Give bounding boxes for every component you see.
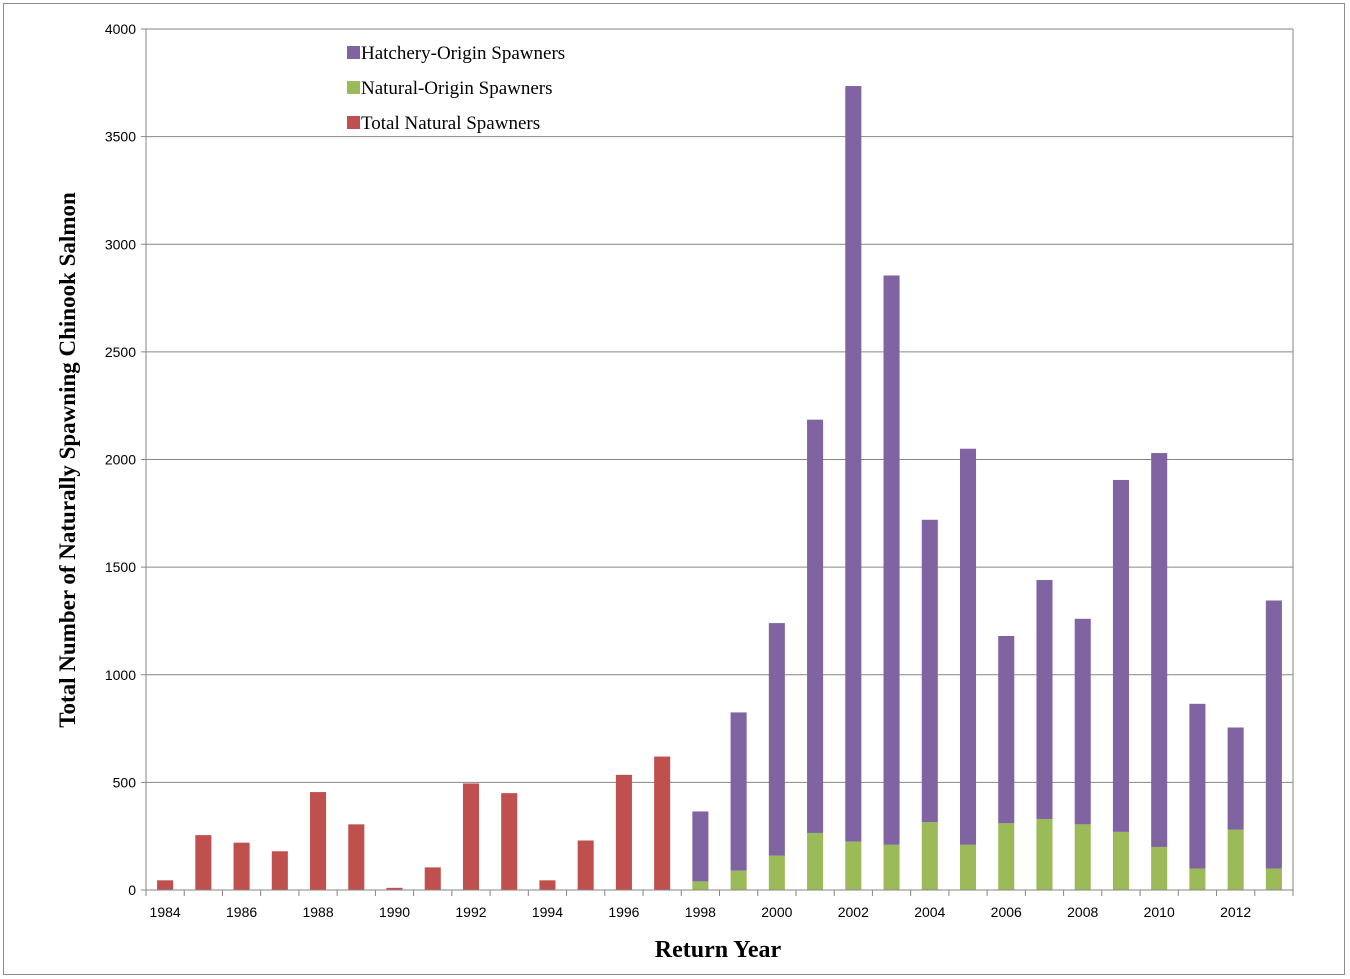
y-tick-label: 4000 bbox=[105, 21, 136, 37]
x-tick-label: 2008 bbox=[1067, 904, 1098, 920]
bar-total-natural-spawners-1997 bbox=[654, 756, 671, 890]
bar-hatchery-origin-spawners-1998 bbox=[692, 811, 709, 882]
bar-total-natural-spawners-1994 bbox=[539, 880, 556, 890]
x-tick-label: 1986 bbox=[226, 904, 257, 920]
bar-natural-origin-spawners-2001 bbox=[807, 832, 824, 890]
bar-hatchery-origin-spawners-2005 bbox=[959, 448, 977, 845]
x-tick-label: 2012 bbox=[1220, 904, 1251, 920]
x-tick-label: 1996 bbox=[608, 904, 639, 920]
legend-swatch-natural-origin-spawners bbox=[347, 81, 360, 94]
y-tick-label: 2500 bbox=[105, 344, 136, 360]
bar-hatchery-origin-spawners-2008 bbox=[1074, 618, 1091, 825]
bar-natural-origin-spawners-2012 bbox=[1227, 829, 1244, 890]
bar-hatchery-origin-spawners-2006 bbox=[998, 636, 1015, 824]
x-tick-label: 2010 bbox=[1144, 904, 1175, 920]
y-tick-label: 1500 bbox=[105, 559, 136, 575]
bar-total-natural-spawners-1987 bbox=[271, 851, 288, 890]
bar-natural-origin-spawners-2003 bbox=[883, 844, 900, 890]
bar-total-natural-spawners-1995 bbox=[577, 840, 594, 890]
bar-hatchery-origin-spawners-2004 bbox=[921, 519, 938, 823]
x-tick-label: 1992 bbox=[455, 904, 486, 920]
x-tick-label: 2004 bbox=[914, 904, 945, 920]
bar-hatchery-origin-spawners-2010 bbox=[1151, 453, 1168, 847]
bar-natural-origin-spawners-2008 bbox=[1074, 824, 1091, 890]
bar-natural-origin-spawners-2005 bbox=[959, 844, 977, 890]
x-tick-label: 1994 bbox=[532, 904, 563, 920]
y-tick-label: 3000 bbox=[105, 236, 136, 252]
legend: Hatchery-Origin Spawners Natural-Origin S… bbox=[347, 43, 565, 134]
bar-total-natural-spawners-1988 bbox=[310, 792, 327, 890]
x-tick-label: 2000 bbox=[761, 904, 792, 920]
bar-total-natural-spawners-1984 bbox=[157, 880, 174, 890]
bar-natural-origin-spawners-2013 bbox=[1265, 868, 1282, 890]
bar-total-natural-spawners-1989 bbox=[348, 824, 365, 890]
bars bbox=[157, 86, 1282, 890]
y-tick-label: 1000 bbox=[105, 667, 136, 683]
bar-total-natural-spawners-1986 bbox=[233, 842, 250, 890]
x-tick-label: 1984 bbox=[150, 904, 181, 920]
bar-natural-origin-spawners-2007 bbox=[1036, 818, 1053, 890]
legend-label: Natural-Origin Spawners bbox=[361, 78, 553, 99]
bar-natural-origin-spawners-2009 bbox=[1112, 831, 1129, 890]
y-tick-label: 3500 bbox=[105, 129, 136, 145]
legend-label: Hatchery-Origin Spawners bbox=[361, 43, 565, 64]
bar-natural-origin-spawners-2010 bbox=[1151, 846, 1168, 890]
bar-total-natural-spawners-1990 bbox=[386, 887, 403, 890]
y-tick-label: 500 bbox=[113, 774, 137, 790]
bar-total-natural-spawners-1992 bbox=[462, 783, 480, 890]
x-tick-label: 2002 bbox=[838, 904, 869, 920]
y-tick-label: 0 bbox=[128, 882, 136, 898]
bar-total-natural-spawners-1996 bbox=[615, 774, 632, 890]
bar-hatchery-origin-spawners-2003 bbox=[883, 275, 900, 845]
bar-total-natural-spawners-1985 bbox=[195, 835, 212, 890]
legend-swatch-total-natural-spawners bbox=[347, 116, 360, 129]
bar-hatchery-origin-spawners-2009 bbox=[1112, 479, 1129, 832]
bar-hatchery-origin-spawners-2007 bbox=[1036, 580, 1053, 819]
x-axis-title: Return Year bbox=[655, 937, 782, 963]
bar-natural-origin-spawners-1999 bbox=[730, 870, 747, 890]
bar-hatchery-origin-spawners-1999 bbox=[730, 712, 747, 871]
legend-swatch-hatchery-origin-spawners bbox=[347, 46, 360, 59]
x-tick-label: 1990 bbox=[379, 904, 410, 920]
y-tick-label: 2000 bbox=[105, 452, 136, 468]
x-tick-label: 1998 bbox=[685, 904, 716, 920]
bar-natural-origin-spawners-1998 bbox=[692, 881, 709, 890]
legend-label: Total Natural Spawners bbox=[361, 113, 540, 134]
bar-hatchery-origin-spawners-2013 bbox=[1265, 600, 1282, 869]
bar-hatchery-origin-spawners-2000 bbox=[768, 623, 785, 856]
bar-natural-origin-spawners-2004 bbox=[921, 822, 938, 890]
bar-hatchery-origin-spawners-2012 bbox=[1227, 727, 1244, 830]
x-tick-label: 1988 bbox=[302, 904, 333, 920]
y-axis-title: Total Number of Naturally Spawning Chino… bbox=[55, 192, 80, 728]
bar-total-natural-spawners-1993 bbox=[501, 793, 518, 890]
bar-total-natural-spawners-1991 bbox=[424, 867, 441, 890]
bar-hatchery-origin-spawners-2011 bbox=[1189, 703, 1206, 869]
bar-natural-origin-spawners-2006 bbox=[998, 823, 1015, 890]
bar-hatchery-origin-spawners-2001 bbox=[807, 419, 824, 833]
bar-hatchery-origin-spawners-2002 bbox=[845, 86, 862, 842]
bar-natural-origin-spawners-2002 bbox=[845, 841, 862, 890]
x-tick-label: 2006 bbox=[991, 904, 1022, 920]
bar-natural-origin-spawners-2000 bbox=[768, 855, 785, 890]
bar-natural-origin-spawners-2011 bbox=[1189, 868, 1206, 890]
axes: 0 500 1000 1500 2000 2500 3000 3500 4000 1984 1986… bbox=[105, 21, 1294, 920]
